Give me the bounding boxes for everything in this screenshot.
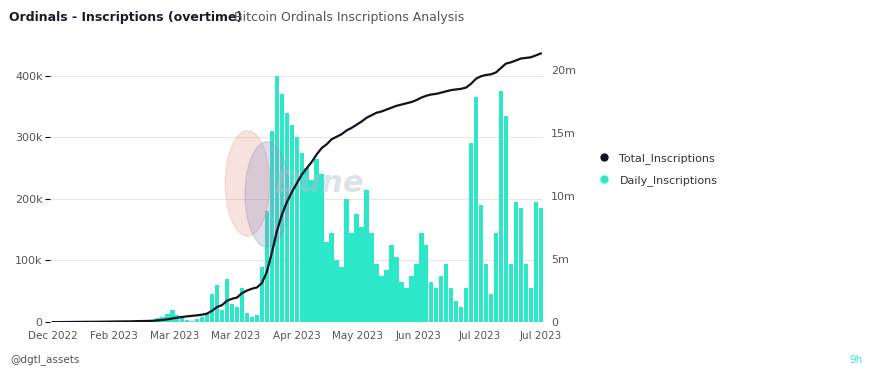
Bar <box>285 112 289 322</box>
Bar <box>225 279 229 322</box>
Bar <box>379 276 384 322</box>
Bar <box>434 288 438 322</box>
Bar <box>270 131 274 322</box>
Bar <box>210 294 214 322</box>
Bar <box>524 263 528 322</box>
Legend: Total_Inscriptions, Daily_Inscriptions: Total_Inscriptions, Daily_Inscriptions <box>589 149 722 190</box>
Bar <box>458 307 464 322</box>
Bar <box>499 91 504 322</box>
Bar <box>314 159 319 322</box>
Bar <box>354 214 358 322</box>
Bar <box>484 263 489 322</box>
Bar <box>215 285 219 322</box>
Bar <box>394 257 398 322</box>
Bar <box>424 245 428 322</box>
Bar <box>519 208 523 322</box>
Bar <box>111 321 115 322</box>
Bar <box>219 310 224 322</box>
Bar <box>409 276 413 322</box>
Bar <box>319 174 324 322</box>
Bar <box>185 320 189 322</box>
Bar <box>350 233 354 322</box>
Bar <box>369 233 373 322</box>
Bar <box>464 288 468 322</box>
Bar <box>429 282 434 322</box>
Bar <box>235 307 239 322</box>
Bar <box>304 168 309 322</box>
Bar <box>259 267 264 322</box>
Ellipse shape <box>245 142 289 247</box>
Bar <box>155 318 159 322</box>
Bar <box>140 321 144 322</box>
Bar <box>528 288 533 322</box>
Bar <box>414 263 419 322</box>
Bar <box>449 288 453 322</box>
Bar <box>489 294 493 322</box>
Bar <box>200 317 204 322</box>
Bar <box>280 94 284 322</box>
Bar <box>165 313 170 322</box>
Text: Ordinals - Inscriptions (overtime): Ordinals - Inscriptions (overtime) <box>9 11 242 24</box>
Bar <box>205 313 210 322</box>
Bar <box>274 76 279 322</box>
Bar <box>175 315 180 322</box>
Bar <box>160 316 165 322</box>
Bar <box>339 267 344 322</box>
Bar <box>469 143 473 322</box>
Bar <box>534 202 538 322</box>
Bar <box>335 260 339 322</box>
Bar <box>399 282 404 322</box>
Bar <box>105 321 110 322</box>
Bar <box>170 310 174 322</box>
Bar <box>439 276 443 322</box>
Text: Dune: Dune <box>274 169 364 198</box>
Bar <box>299 152 304 322</box>
Bar <box>419 233 424 322</box>
Bar <box>444 263 449 322</box>
Bar <box>359 227 364 322</box>
Bar <box>310 180 314 322</box>
Bar <box>150 320 155 322</box>
Bar <box>539 208 543 322</box>
Bar <box>384 270 389 322</box>
Bar <box>265 211 269 322</box>
Text: @dgtl_assets: @dgtl_assets <box>11 355 80 365</box>
Bar <box>344 199 349 322</box>
Bar <box>115 321 119 322</box>
Bar <box>295 137 299 322</box>
Bar <box>130 321 135 322</box>
Bar <box>479 205 483 322</box>
Bar <box>135 320 140 322</box>
Bar <box>494 233 498 322</box>
Bar <box>325 242 329 322</box>
Bar <box>473 97 478 322</box>
Bar <box>389 245 394 322</box>
Bar <box>245 313 250 322</box>
Bar <box>190 321 195 322</box>
Bar <box>230 303 235 322</box>
Bar <box>374 263 379 322</box>
Bar <box>504 116 508 322</box>
Text: Bitcoin Ordinals Inscriptions Analysis: Bitcoin Ordinals Inscriptions Analysis <box>226 11 464 24</box>
Bar <box>454 301 458 322</box>
Bar <box>513 202 518 322</box>
Bar <box>250 317 254 322</box>
Bar <box>404 288 409 322</box>
Bar <box>509 263 513 322</box>
Bar <box>180 318 184 322</box>
Bar <box>289 125 294 322</box>
Bar <box>329 233 334 322</box>
Bar <box>195 319 199 322</box>
Bar <box>240 288 244 322</box>
Ellipse shape <box>226 131 270 236</box>
Bar <box>365 190 369 322</box>
Bar <box>255 315 259 322</box>
Text: 9h: 9h <box>850 355 863 365</box>
